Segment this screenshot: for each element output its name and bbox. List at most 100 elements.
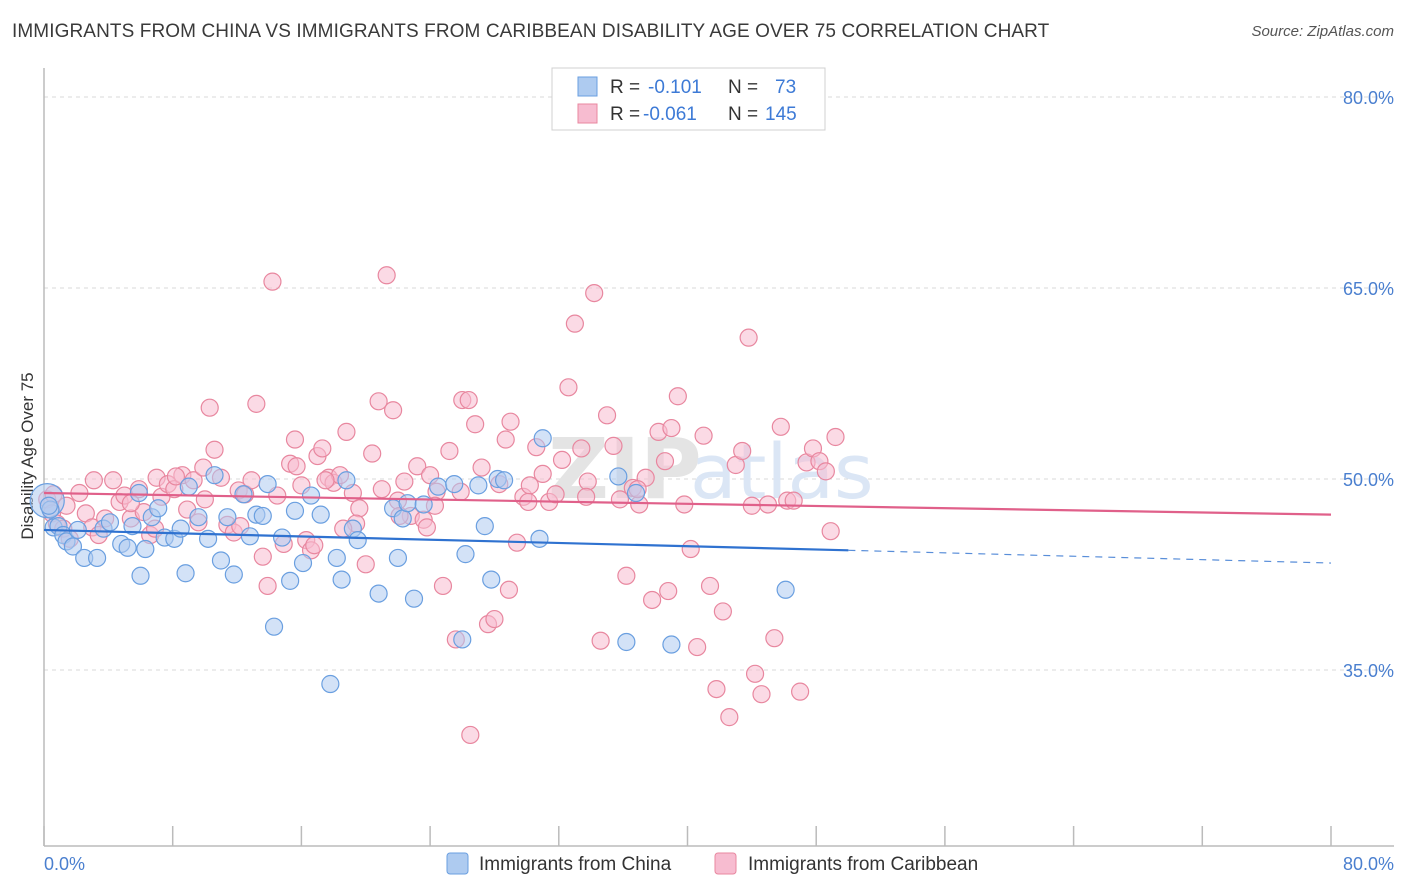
legend-label-china: Immigrants from China: [479, 854, 672, 875]
caribbean-point: [604, 436, 623, 455]
china-point: [617, 632, 636, 652]
china-point: [224, 565, 243, 584]
caribbean-point: [655, 452, 675, 471]
china-point: [285, 501, 305, 520]
stats-r-label-caribbean: R =: [610, 104, 640, 125]
china-point: [530, 529, 549, 548]
stats-legend-box: R = -0.101 N = 73 R = -0.061 N = 145: [551, 67, 826, 131]
caribbean-point: [546, 485, 565, 504]
caribbean-point: [377, 266, 396, 285]
caribbean-point: [572, 439, 591, 458]
y-tick-label: 50.0%: [1343, 470, 1394, 490]
china-point: [129, 483, 149, 503]
chart-title: IMMIGRANTS FROM CHINA VS IMMIGRANTS FROM…: [12, 21, 1050, 42]
caribbean-point: [694, 426, 713, 445]
legend-label-caribbean: Immigrants from Caribbean: [748, 854, 978, 875]
china-point: [469, 476, 488, 495]
caribbean-point: [258, 576, 277, 596]
china-point: [218, 508, 237, 527]
caribbean-point: [752, 685, 771, 704]
caribbean-point: [681, 539, 700, 559]
caribbean-point: [707, 679, 726, 699]
caribbean-point: [643, 590, 662, 610]
caribbean-point: [363, 444, 382, 463]
stats-n-label-china: N =: [728, 77, 758, 98]
caribbean-point: [472, 458, 491, 477]
caribbean-point: [688, 637, 707, 657]
china-point: [272, 528, 292, 547]
caribbean-point: [395, 472, 414, 491]
caribbean-point: [816, 462, 835, 481]
caribbean-point: [440, 441, 459, 461]
china-point: [388, 548, 408, 568]
y-tick-label: 80.0%: [1343, 88, 1394, 108]
china-point: [293, 553, 313, 573]
x-tick-label-max: 80.0%: [1343, 854, 1394, 874]
stats-n-value-caribbean: 145: [765, 104, 797, 125]
x-axis-ticks: [43, 826, 1332, 846]
axes: [43, 68, 1394, 847]
caribbean-point: [316, 471, 335, 490]
china-point: [445, 474, 464, 494]
caribbean-point: [350, 499, 369, 518]
caribbean-point: [485, 609, 504, 629]
source-label: Source: ZipAtlas.com: [1251, 23, 1394, 40]
caribbean-point: [459, 390, 478, 410]
caribbean-point: [195, 490, 214, 509]
caribbean-point: [372, 480, 391, 499]
caribbean-point: [700, 576, 720, 596]
legend-swatch-china: [446, 852, 469, 875]
caribbean-point: [585, 283, 604, 303]
china-point: [176, 564, 195, 583]
china-point: [337, 471, 356, 490]
china-point: [205, 466, 224, 485]
stats-n-label-caribbean: N =: [728, 104, 758, 125]
china-point: [327, 548, 346, 568]
china-point: [626, 483, 646, 503]
caribbean-point: [466, 415, 485, 434]
china-point: [393, 509, 412, 528]
y-axis-tick-labels: 35.0% 50.0% 65.0% 80.0%: [1343, 88, 1394, 681]
china-point: [453, 630, 472, 649]
china-point: [609, 467, 628, 486]
caribbean-point: [356, 555, 375, 574]
caribbean-point: [287, 457, 306, 476]
legend-swatch-caribbean: [714, 852, 737, 875]
china-point: [189, 508, 208, 527]
china-point: [495, 471, 514, 490]
caribbean-point: [821, 522, 840, 541]
caribbean-point: [263, 272, 282, 291]
caribbean-point: [597, 406, 617, 425]
trend-lines: [43, 491, 1332, 564]
china-point: [369, 584, 388, 603]
china-point: [100, 513, 120, 532]
china-point: [348, 531, 367, 550]
stats-r-value-china: -0.101: [648, 77, 702, 98]
china-point: [39, 496, 58, 515]
caribbean-point: [496, 430, 515, 449]
caribbean-point: [771, 417, 790, 436]
china-point: [311, 505, 330, 524]
caribbean-point: [826, 427, 845, 447]
caribbean-point: [720, 708, 739, 727]
caribbean-point: [533, 464, 552, 484]
caribbean-point: [253, 547, 272, 566]
bottom-legend: Immigrants from China Immigrants from Ca…: [446, 852, 978, 875]
china-point: [662, 635, 681, 654]
caribbean-point: [247, 394, 266, 413]
caribbean-point: [369, 392, 388, 411]
caribbean-point: [591, 631, 610, 650]
china-point: [149, 499, 168, 518]
caribbean-point: [662, 418, 681, 438]
caribbean-point: [461, 725, 480, 745]
caribbean-point: [552, 450, 572, 469]
caribbean-point: [383, 401, 403, 420]
caribbean-point: [617, 566, 636, 585]
y-tick-label: 35.0%: [1343, 661, 1394, 681]
china-point: [131, 566, 150, 585]
caribbean-point: [408, 457, 427, 476]
caribbean-point: [166, 467, 186, 486]
caribbean-point: [659, 581, 678, 601]
china-point: [776, 580, 795, 599]
china-point: [63, 537, 83, 556]
